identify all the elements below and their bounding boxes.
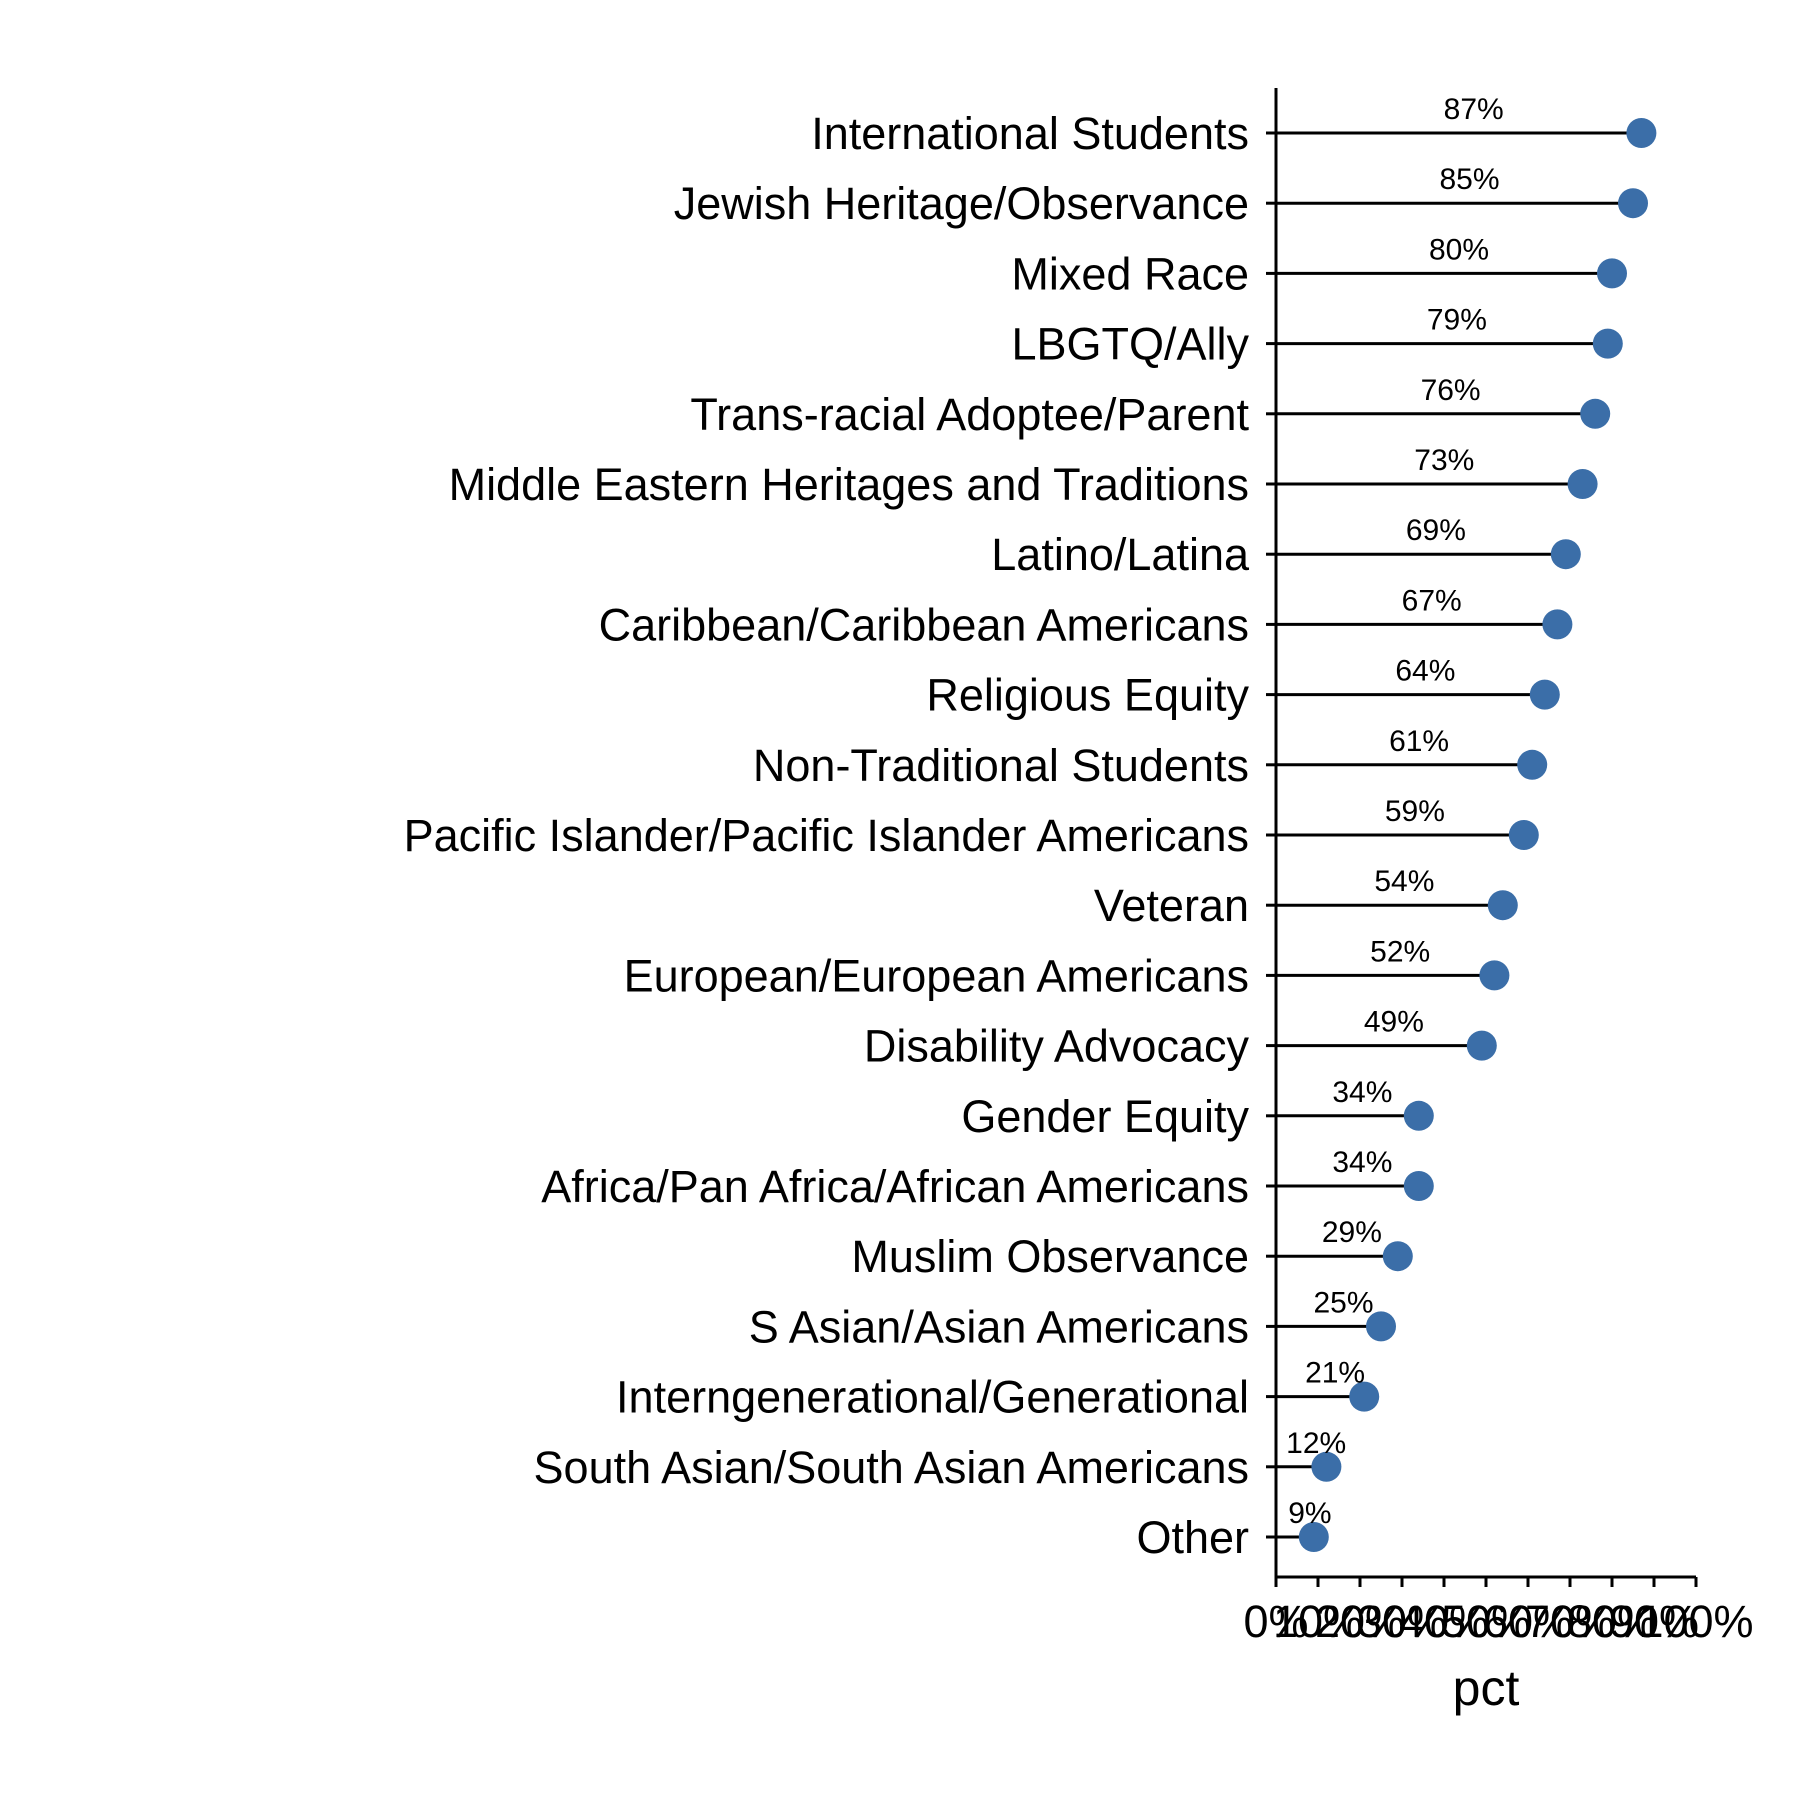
lollipop-marker [1311, 1451, 1342, 1482]
lollipop-marker [1580, 398, 1611, 429]
value-label: 21% [1305, 1357, 1365, 1390]
category-label: International Students [811, 108, 1249, 159]
value-label: 64% [1395, 655, 1455, 688]
x-tick-label: 100% [1638, 1596, 1753, 1647]
value-label: 87% [1444, 93, 1504, 126]
value-label: 79% [1427, 304, 1487, 337]
lollipop-marker [1529, 679, 1560, 710]
lollipop-marker [1382, 1241, 1413, 1272]
category-label: Religious Equity [926, 670, 1249, 721]
lollipop-marker [1517, 749, 1548, 780]
lollipop-marker [1366, 1311, 1396, 1342]
value-label: 73% [1414, 444, 1474, 477]
lollipop-marker [1479, 960, 1510, 991]
category-label: Non-Traditional Students [753, 740, 1249, 791]
category-label: South Asian/South Asian Americans [534, 1442, 1249, 1493]
lollipop-marker [1349, 1381, 1380, 1412]
plot-area: International Students 87% Jewish Heritage… [404, 93, 1657, 1563]
value-label: 61% [1389, 725, 1449, 758]
lollipop-marker [1626, 118, 1657, 148]
x-tick-label: 60% [1483, 1596, 1573, 1647]
category-label: Africa/Pan Africa/African Americans [541, 1161, 1249, 1212]
category-label: Jewish Heritage/Observance [674, 178, 1249, 229]
category-label: S Asian/Asian Americans [749, 1301, 1249, 1352]
x-tick-label: 20% [1315, 1596, 1405, 1647]
category-label: European/European Americans [624, 950, 1249, 1001]
category-label: LBGTQ/Ally [1011, 319, 1249, 370]
category-label: Latino/Latina [991, 529, 1250, 580]
value-label: 9% [1288, 1497, 1331, 1530]
lollipop-marker [1592, 328, 1623, 359]
value-label: 69% [1406, 514, 1466, 547]
value-label: 34% [1332, 1076, 1392, 1109]
category-label: Mixed Race [1011, 248, 1249, 299]
value-label: 49% [1364, 1006, 1424, 1039]
category-label: Muslim Observance [851, 1231, 1249, 1282]
x-tick-label: 10% [1273, 1596, 1363, 1647]
x-axis-ticks: 0%10%20%30%40%50%60%70%80%90%100% [1243, 1577, 1754, 1647]
x-tick-label: 50% [1441, 1596, 1531, 1647]
value-label: 25% [1313, 1286, 1373, 1319]
x-tick-label: 80% [1567, 1596, 1657, 1647]
x-tick-label: 70% [1525, 1596, 1615, 1647]
category-label: Trans-racial Adoptee/Parent [690, 389, 1249, 440]
category-label: Caribbean/Caribbean Americans [599, 599, 1249, 650]
lollipop-marker [1403, 1171, 1434, 1201]
lollipop-marker [1298, 1522, 1329, 1552]
value-label: 52% [1370, 935, 1430, 968]
category-label: Middle Eastern Heritages and Traditions [449, 459, 1249, 510]
value-label: 67% [1402, 584, 1462, 617]
category-label: Disability Advocacy [864, 1021, 1250, 1072]
lollipop-marker [1487, 890, 1518, 921]
x-tick-label: 0% [1243, 1596, 1308, 1647]
value-label: 34% [1332, 1146, 1392, 1179]
value-label: 54% [1374, 865, 1434, 898]
category-label: Gender Equity [961, 1091, 1249, 1142]
lollipop-marker [1567, 469, 1598, 499]
lollipop-marker [1466, 1030, 1497, 1061]
value-label: 80% [1429, 233, 1489, 266]
value-label: 59% [1385, 795, 1445, 828]
lollipop-marker [1542, 609, 1573, 640]
value-label: 12% [1286, 1427, 1346, 1460]
category-label: Pacific Islander/Pacific Islander Americ… [404, 810, 1249, 861]
x-tick-label: 40% [1399, 1596, 1489, 1647]
x-tick-label: 30% [1357, 1596, 1447, 1647]
lollipop-marker [1508, 820, 1539, 850]
value-label: 85% [1439, 163, 1499, 196]
lollipop-marker [1597, 258, 1627, 289]
lollipop-marker [1403, 1100, 1434, 1131]
lollipop-marker [1618, 188, 1648, 219]
value-label: 76% [1421, 374, 1481, 407]
category-label: Other [1136, 1512, 1249, 1563]
x-axis-title: pct [1453, 1660, 1520, 1716]
x-tick-label: 90% [1609, 1596, 1699, 1647]
category-label: Veteran [1094, 880, 1249, 931]
value-label: 29% [1322, 1216, 1382, 1249]
lollipop-marker [1550, 539, 1581, 570]
category-label: Interngenerational/Generational [616, 1372, 1249, 1423]
